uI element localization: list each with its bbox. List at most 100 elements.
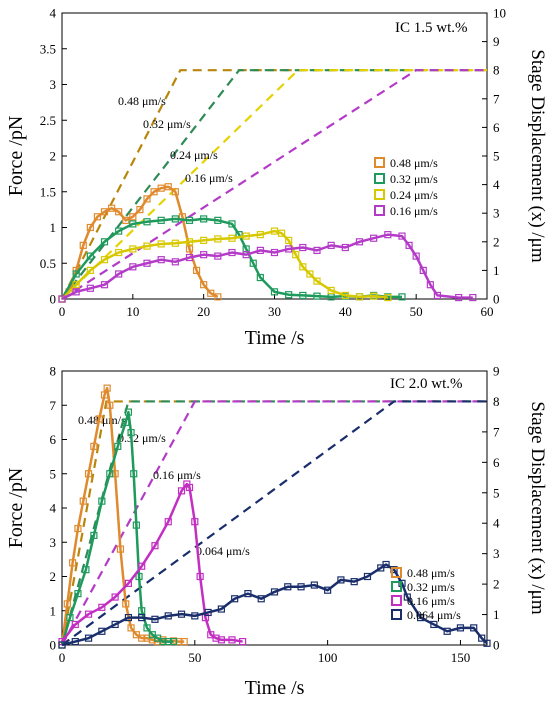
data-point xyxy=(98,603,106,611)
data-point xyxy=(63,600,71,608)
data-point xyxy=(164,637,172,646)
y2-tick-label: 1 xyxy=(493,607,500,622)
displacement-line xyxy=(61,400,487,646)
chart-panel-bottom: 0 50 100 150 0 1 2 3 4 5 6 7 8 0 1 2 3 4 5 6 7 8 9 Time /s Force… xyxy=(5,364,548,700)
y2-tick-label: 8 xyxy=(493,394,500,409)
displacement-label: 0.24 μm/s xyxy=(170,148,218,162)
data-point xyxy=(285,291,293,299)
data-point xyxy=(111,620,119,629)
data-point xyxy=(124,579,133,587)
data-point xyxy=(135,572,143,581)
legend-marker xyxy=(391,595,402,606)
data-point xyxy=(419,266,427,274)
data-point xyxy=(231,595,239,603)
data-point xyxy=(370,234,378,242)
legend-marker xyxy=(391,567,402,578)
data-point xyxy=(138,613,146,622)
data-point xyxy=(214,216,222,224)
data-point xyxy=(228,248,236,257)
data-point xyxy=(100,281,109,289)
y2-tick-label: 7 xyxy=(493,424,500,439)
y2-tick-label: 3 xyxy=(493,546,500,561)
data-point xyxy=(98,497,106,505)
y2-tick-label: 2 xyxy=(493,234,500,249)
data-point xyxy=(256,246,264,254)
data-point xyxy=(157,256,165,264)
data-point xyxy=(185,238,194,246)
data-point xyxy=(84,610,93,618)
y2-tick-label: 1 xyxy=(493,263,500,278)
data-point xyxy=(159,637,167,646)
data-point xyxy=(171,188,179,196)
data-point xyxy=(111,593,119,601)
y2-tick-label: 3 xyxy=(493,206,500,221)
data-point xyxy=(355,238,364,246)
data-point xyxy=(207,289,215,297)
data-point xyxy=(66,613,74,622)
data-point xyxy=(299,291,307,300)
data-point xyxy=(106,470,114,478)
data-point xyxy=(100,208,109,216)
data-point xyxy=(185,483,194,492)
data-point xyxy=(192,266,201,274)
data-point xyxy=(129,220,137,228)
displacement-label: 0.48 μm/s xyxy=(118,94,166,108)
data-point xyxy=(157,216,165,224)
data-point xyxy=(384,231,392,239)
data-point xyxy=(71,620,79,629)
data-point xyxy=(191,612,199,620)
data-point xyxy=(157,240,165,248)
series-line xyxy=(61,233,473,301)
y-tick-label: 2.5 xyxy=(40,113,56,128)
y2-tick-label: 6 xyxy=(493,120,500,135)
legend-entry: 0.16 μm/s xyxy=(407,594,455,608)
y2-tick-label: 5 xyxy=(493,485,500,500)
data-point xyxy=(185,245,194,253)
data-point xyxy=(100,391,109,399)
legend-marker xyxy=(391,581,402,592)
data-point xyxy=(130,470,138,478)
data-point xyxy=(242,232,250,240)
data-point xyxy=(363,572,372,581)
data-point xyxy=(398,232,406,240)
data-point xyxy=(138,634,146,642)
data-point xyxy=(299,243,307,252)
data-point xyxy=(177,487,186,495)
data-point xyxy=(204,608,212,617)
data-point xyxy=(200,251,208,259)
x-tick-label: 30 xyxy=(268,304,281,319)
data-point xyxy=(93,213,102,221)
data-point xyxy=(456,624,465,632)
data-point xyxy=(270,227,279,235)
x-tick-label: 20 xyxy=(197,304,210,319)
data-point xyxy=(185,216,194,224)
data-point xyxy=(164,518,172,526)
data-point xyxy=(270,588,279,596)
data-point xyxy=(103,384,111,392)
data-point xyxy=(341,291,349,300)
data-point xyxy=(297,583,305,591)
data-point xyxy=(239,637,247,646)
data-point xyxy=(82,566,90,574)
x-axis-label: Time /s xyxy=(245,677,305,699)
data-point xyxy=(124,408,133,416)
data-point xyxy=(433,291,442,300)
x-tick-label: 0 xyxy=(59,304,66,319)
data-point xyxy=(115,248,123,257)
data-point xyxy=(100,238,109,246)
data-point xyxy=(106,401,114,409)
displacement-line xyxy=(61,69,487,300)
data-point xyxy=(469,293,477,302)
data-point xyxy=(212,634,220,642)
data-point xyxy=(79,497,87,505)
series-line xyxy=(60,386,185,646)
data-point xyxy=(270,248,279,257)
data-point xyxy=(327,286,335,295)
y-axis-label: Force /pN xyxy=(5,116,27,197)
legend-entry: 0.48 μm/s xyxy=(407,566,455,580)
data-point xyxy=(74,590,82,598)
displacement-line xyxy=(61,400,487,646)
y-tick-label: 1 xyxy=(50,220,57,235)
data-point xyxy=(79,241,87,249)
